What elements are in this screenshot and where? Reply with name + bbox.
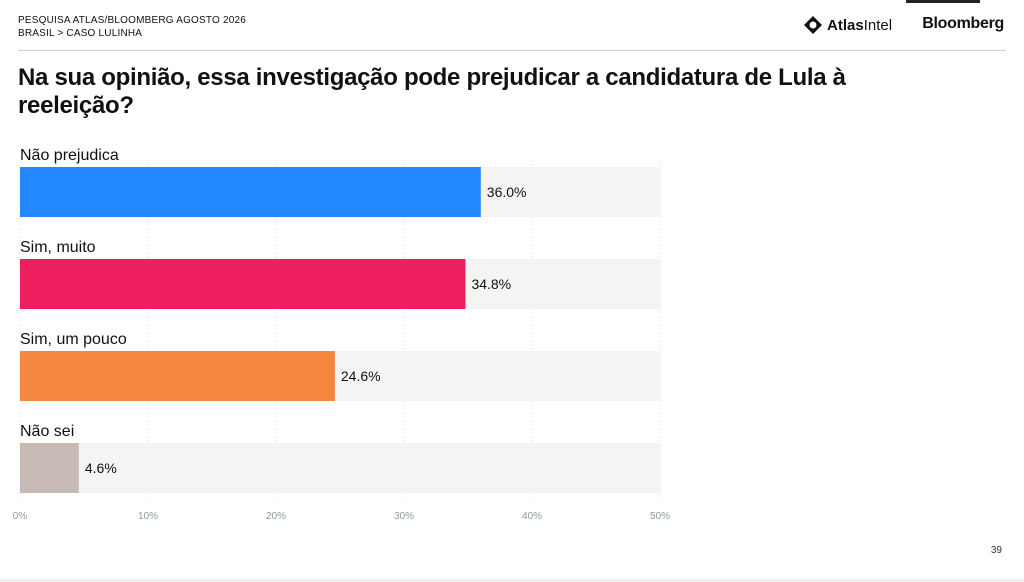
survey-name: PESQUISA ATLAS/BLOOMBERG AGOSTO 2026 (18, 15, 247, 26)
category-label: Não prejudica (20, 147, 119, 164)
atlasintel-logo-icon (804, 16, 822, 34)
category-label: Sim, um pouco (20, 331, 127, 348)
bar (20, 167, 481, 217)
bar (20, 259, 466, 309)
bloomberg-logo: Bloomberg (922, 15, 1004, 32)
x-tick-label: 40% (522, 511, 542, 522)
bar (20, 443, 79, 493)
category-label: Sim, muito (20, 239, 96, 256)
bar-track (20, 443, 660, 493)
value-label: 34.8% (471, 276, 511, 292)
x-tick-label: 50% (650, 511, 670, 522)
x-tick-label: 30% (394, 511, 414, 522)
value-label: 24.6% (341, 368, 381, 384)
atlasintel-logo: AtlasIntel (803, 15, 892, 35)
report-header: PESQUISA ATLAS/BLOOMBERG AGOSTO 2026 BRA… (18, 14, 1006, 51)
x-tick-label: 10% (138, 511, 158, 522)
category-label: Não sei (20, 423, 74, 440)
bars-layer: Não prejudica 36.0% Sim, muito 34.8% Sim, um… (20, 147, 660, 493)
bar (20, 351, 335, 401)
breadcrumb: BRASIL > CASO LULINHA (18, 28, 143, 39)
x-tick-label: 0% (13, 511, 28, 522)
header-accent-bar (906, 0, 980, 3)
atlasintel-logo-text-bold: Atlas (827, 16, 864, 34)
footer-divider (0, 579, 1024, 582)
value-label: 36.0% (487, 184, 527, 200)
page-number: 39 (990, 545, 1002, 556)
atlasintel-logo-text-light: Intel (863, 16, 893, 34)
chart-title: Na sua opinião, essa investigação pode p… (18, 64, 846, 119)
value-label: 4.6% (85, 460, 117, 476)
x-tick-label: 20% (266, 511, 286, 522)
x-axis: 0% 10% 20% 30% 40% 50% (13, 511, 670, 522)
